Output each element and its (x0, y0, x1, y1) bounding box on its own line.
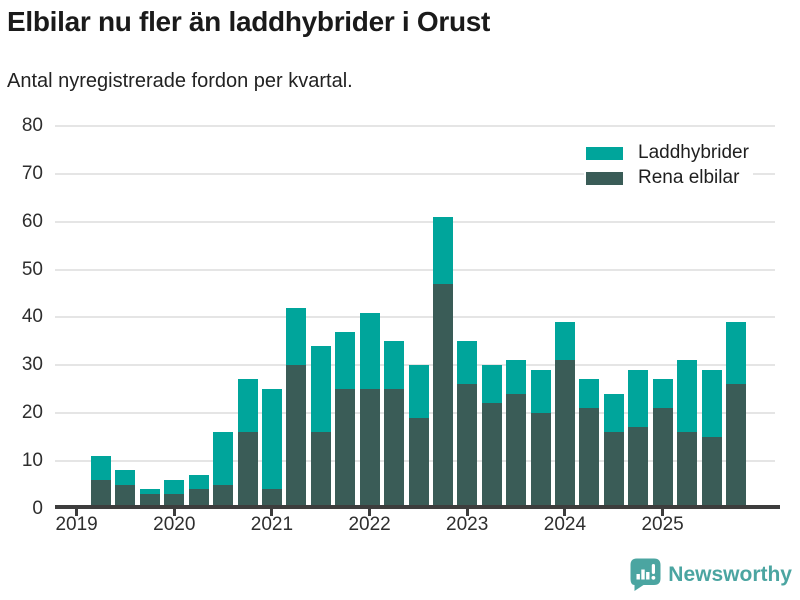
bar-segment (628, 369, 649, 428)
bar-segment (652, 408, 673, 509)
legend-item-laddhybrider: Laddhybrider (586, 142, 749, 163)
bar-segment (261, 489, 282, 509)
bar-segment (139, 494, 160, 509)
bar-segment (286, 307, 307, 366)
legend-label-rena-elbilar: Rena elbilar (638, 167, 740, 188)
bar-segment (310, 432, 331, 509)
bar-segment (481, 403, 502, 509)
bar-segment (555, 322, 575, 361)
bar-segment (384, 389, 404, 509)
bar-segment (188, 489, 209, 509)
bar-segment (408, 365, 429, 418)
newsworthy-bubble-icon (630, 558, 661, 591)
x-axis-tick (661, 509, 665, 516)
bar-segment (579, 379, 600, 409)
bar-segment (335, 331, 356, 389)
bar-segment (115, 470, 136, 485)
x-axis-tick (172, 509, 176, 516)
bar-segment (164, 494, 185, 509)
bar-segment (603, 393, 624, 432)
y-axis-label: 80 (21, 115, 43, 137)
x-axis-label: 2022 (348, 514, 391, 535)
legend-item-rena-elbilar: Rena elbilar (586, 167, 749, 188)
x-axis-label: 2023 (446, 514, 489, 535)
x-axis-label: 2024 (543, 514, 587, 535)
bar-segment (555, 360, 575, 509)
legend-swatch-laddhybrider (586, 146, 623, 160)
bar-segment (286, 365, 307, 509)
bar-segment (237, 432, 258, 509)
x-axis-label: 2025 (641, 514, 684, 535)
x-axis-label: 2021 (250, 514, 294, 535)
bar-segment (432, 283, 453, 509)
x-axis-label: 2020 (153, 514, 196, 535)
bar-segment (359, 312, 380, 389)
bar-segment (213, 484, 234, 509)
bar-segment (432, 216, 453, 284)
bar-segment (91, 479, 111, 509)
grid-line (55, 268, 775, 271)
legend-label-laddhybrider: Laddhybrider (638, 142, 749, 163)
bar-segment (530, 369, 551, 413)
x-axis-tick (563, 509, 567, 516)
y-axis-label: 30 (21, 354, 43, 376)
grid-line (55, 172, 775, 175)
bar-segment (213, 432, 234, 485)
y-axis-label: 70 (21, 162, 43, 184)
bar-segment (677, 432, 698, 509)
bar-segment (115, 484, 136, 509)
bar-segment (506, 393, 527, 509)
x-axis-line (55, 505, 780, 509)
bar-segment (579, 408, 600, 509)
grid-line (55, 220, 775, 223)
bar-segment (359, 389, 380, 509)
grid-line (55, 125, 775, 128)
bar-segment (603, 432, 624, 509)
y-axis-label: 40 (21, 306, 43, 328)
bar-segment (652, 379, 673, 409)
y-axis-label: 60 (21, 210, 43, 232)
legend-swatch-rena-elbilar (586, 171, 623, 185)
bar-segment (384, 341, 404, 389)
bar-segment (408, 417, 429, 509)
bar-segment (506, 360, 527, 394)
bar-segment (628, 427, 649, 509)
bar-segment (701, 436, 722, 509)
y-axis-label: 0 (32, 497, 43, 519)
brand-name: Newsworthy (668, 562, 792, 586)
chart-title: Elbilar nu fler än laddhybrider i Orust (7, 6, 491, 37)
bar-segment (725, 322, 746, 385)
bar-segment (677, 360, 698, 432)
y-axis-label: 10 (21, 449, 43, 471)
bar-segment (261, 389, 282, 490)
bar-segment (91, 455, 111, 480)
bar-segment (530, 412, 551, 509)
legend: Laddhybrider Rena elbilar (584, 142, 753, 188)
x-axis-tick (270, 509, 274, 516)
x-axis-tick (368, 509, 372, 516)
bar-segment (457, 341, 478, 385)
x-axis-tick (75, 509, 79, 516)
newsworthy-logo[interactable]: Newsworthy (630, 558, 792, 591)
chart-subtitle: Antal nyregistrerade fordon per kvartal. (7, 70, 353, 92)
x-axis-label: 2019 (55, 514, 98, 535)
grid-line (55, 316, 775, 319)
bar-segment (481, 365, 502, 404)
y-axis-label: 50 (21, 258, 43, 280)
bar-segment (188, 475, 209, 490)
y-axis-label: 20 (21, 401, 43, 423)
bar-segment (310, 346, 331, 432)
bar-segment (237, 379, 258, 432)
x-axis-tick (465, 509, 469, 516)
bar-segment (701, 369, 722, 437)
bar-segment (164, 479, 185, 495)
bar-segment (139, 489, 160, 495)
bar-segment (335, 389, 356, 509)
bar-segment (457, 384, 478, 509)
bar-segment (725, 384, 746, 509)
